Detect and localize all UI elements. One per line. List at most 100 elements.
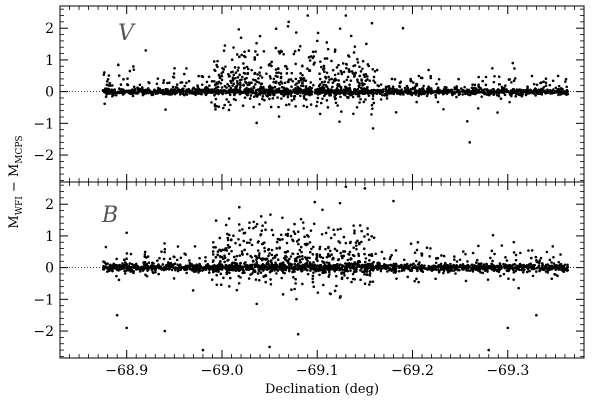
- data-point: [259, 82, 263, 86]
- data-point: [183, 84, 187, 88]
- data-point: [205, 80, 209, 84]
- data-point: [339, 251, 342, 255]
- data-point: [254, 278, 258, 281]
- data-point: [123, 269, 126, 273]
- data-point: [295, 257, 298, 260]
- data-point: [332, 257, 335, 260]
- data-point: [234, 98, 237, 102]
- data-point: [372, 92, 375, 95]
- data-point: [223, 254, 226, 257]
- data-point: [418, 89, 421, 92]
- data-point: [316, 100, 319, 104]
- data-point: [220, 78, 224, 82]
- data-point: [337, 72, 340, 75]
- data-point: [254, 83, 257, 86]
- data-point: [236, 81, 239, 85]
- data-point: [280, 97, 283, 100]
- data-point: [285, 67, 289, 71]
- data-point: [535, 83, 539, 87]
- data-point: [239, 268, 242, 272]
- data-point: [369, 265, 373, 269]
- data-point: [345, 86, 348, 89]
- data-point: [285, 72, 289, 75]
- data-point: [154, 268, 157, 272]
- data-point: [413, 279, 416, 283]
- data-point: [276, 67, 280, 71]
- data-point: [487, 348, 491, 352]
- data-point: [238, 81, 242, 85]
- data-point: [299, 245, 303, 249]
- data-point: [315, 104, 318, 108]
- data-point: [455, 260, 459, 263]
- data-point: [236, 90, 239, 94]
- data-point: [105, 83, 109, 87]
- data-point: [383, 266, 386, 270]
- data-point: [349, 79, 353, 82]
- data-point: [363, 87, 366, 90]
- data-point: [262, 87, 265, 91]
- data-point: [415, 277, 418, 281]
- data-point: [562, 266, 566, 269]
- data-point: [136, 264, 139, 268]
- data-point: [325, 99, 329, 102]
- data-point: [437, 264, 441, 267]
- data-point: [351, 95, 355, 99]
- data-point: [231, 70, 234, 74]
- data-point: [359, 269, 362, 272]
- data-point: [292, 276, 295, 279]
- data-point: [282, 90, 285, 93]
- data-point: [275, 88, 279, 91]
- data-point: [474, 261, 478, 264]
- data-point: [342, 250, 345, 253]
- data-point: [377, 264, 380, 268]
- data-point: [159, 267, 163, 270]
- data-point: [293, 49, 297, 53]
- data-point: [400, 88, 403, 91]
- data-point: [317, 84, 321, 88]
- data-point: [252, 105, 255, 109]
- data-point: [557, 89, 561, 93]
- data-point: [262, 275, 265, 278]
- data-point: [346, 262, 349, 266]
- data-point: [258, 252, 261, 255]
- data-point: [243, 96, 247, 99]
- data-point: [310, 265, 314, 268]
- band-label: B: [101, 203, 118, 228]
- data-point: [257, 269, 261, 273]
- data-point: [126, 77, 129, 80]
- data-point: [197, 74, 200, 78]
- data-point: [421, 270, 425, 274]
- data-point: [117, 278, 121, 282]
- data-point: [429, 74, 433, 78]
- data-point: [539, 88, 543, 92]
- data-point: [116, 63, 120, 66]
- data-point: [207, 271, 211, 274]
- data-point: [301, 257, 304, 261]
- data-point: [309, 269, 312, 272]
- data-point: [544, 265, 547, 269]
- data-point: [227, 72, 230, 76]
- data-point: [402, 258, 406, 262]
- data-point: [412, 262, 415, 265]
- data-point: [182, 72, 186, 76]
- data-point: [259, 271, 263, 274]
- data-point: [274, 90, 278, 94]
- data-point: [349, 269, 352, 272]
- data-point: [237, 66, 240, 69]
- data-point: [176, 267, 180, 270]
- data-point: [513, 263, 516, 266]
- data-point: [371, 280, 375, 283]
- data-point: [347, 54, 350, 57]
- data-point: [358, 65, 361, 69]
- x-tick-label: −69.2: [391, 363, 434, 379]
- data-point: [252, 86, 256, 90]
- data-point: [154, 270, 157, 274]
- data-point: [309, 55, 313, 58]
- data-point: [138, 83, 142, 87]
- data-point: [348, 250, 352, 254]
- data-point: [264, 228, 267, 231]
- data-point: [223, 260, 226, 264]
- data-point: [258, 34, 262, 38]
- data-point: [286, 261, 290, 264]
- data-point: [261, 97, 264, 101]
